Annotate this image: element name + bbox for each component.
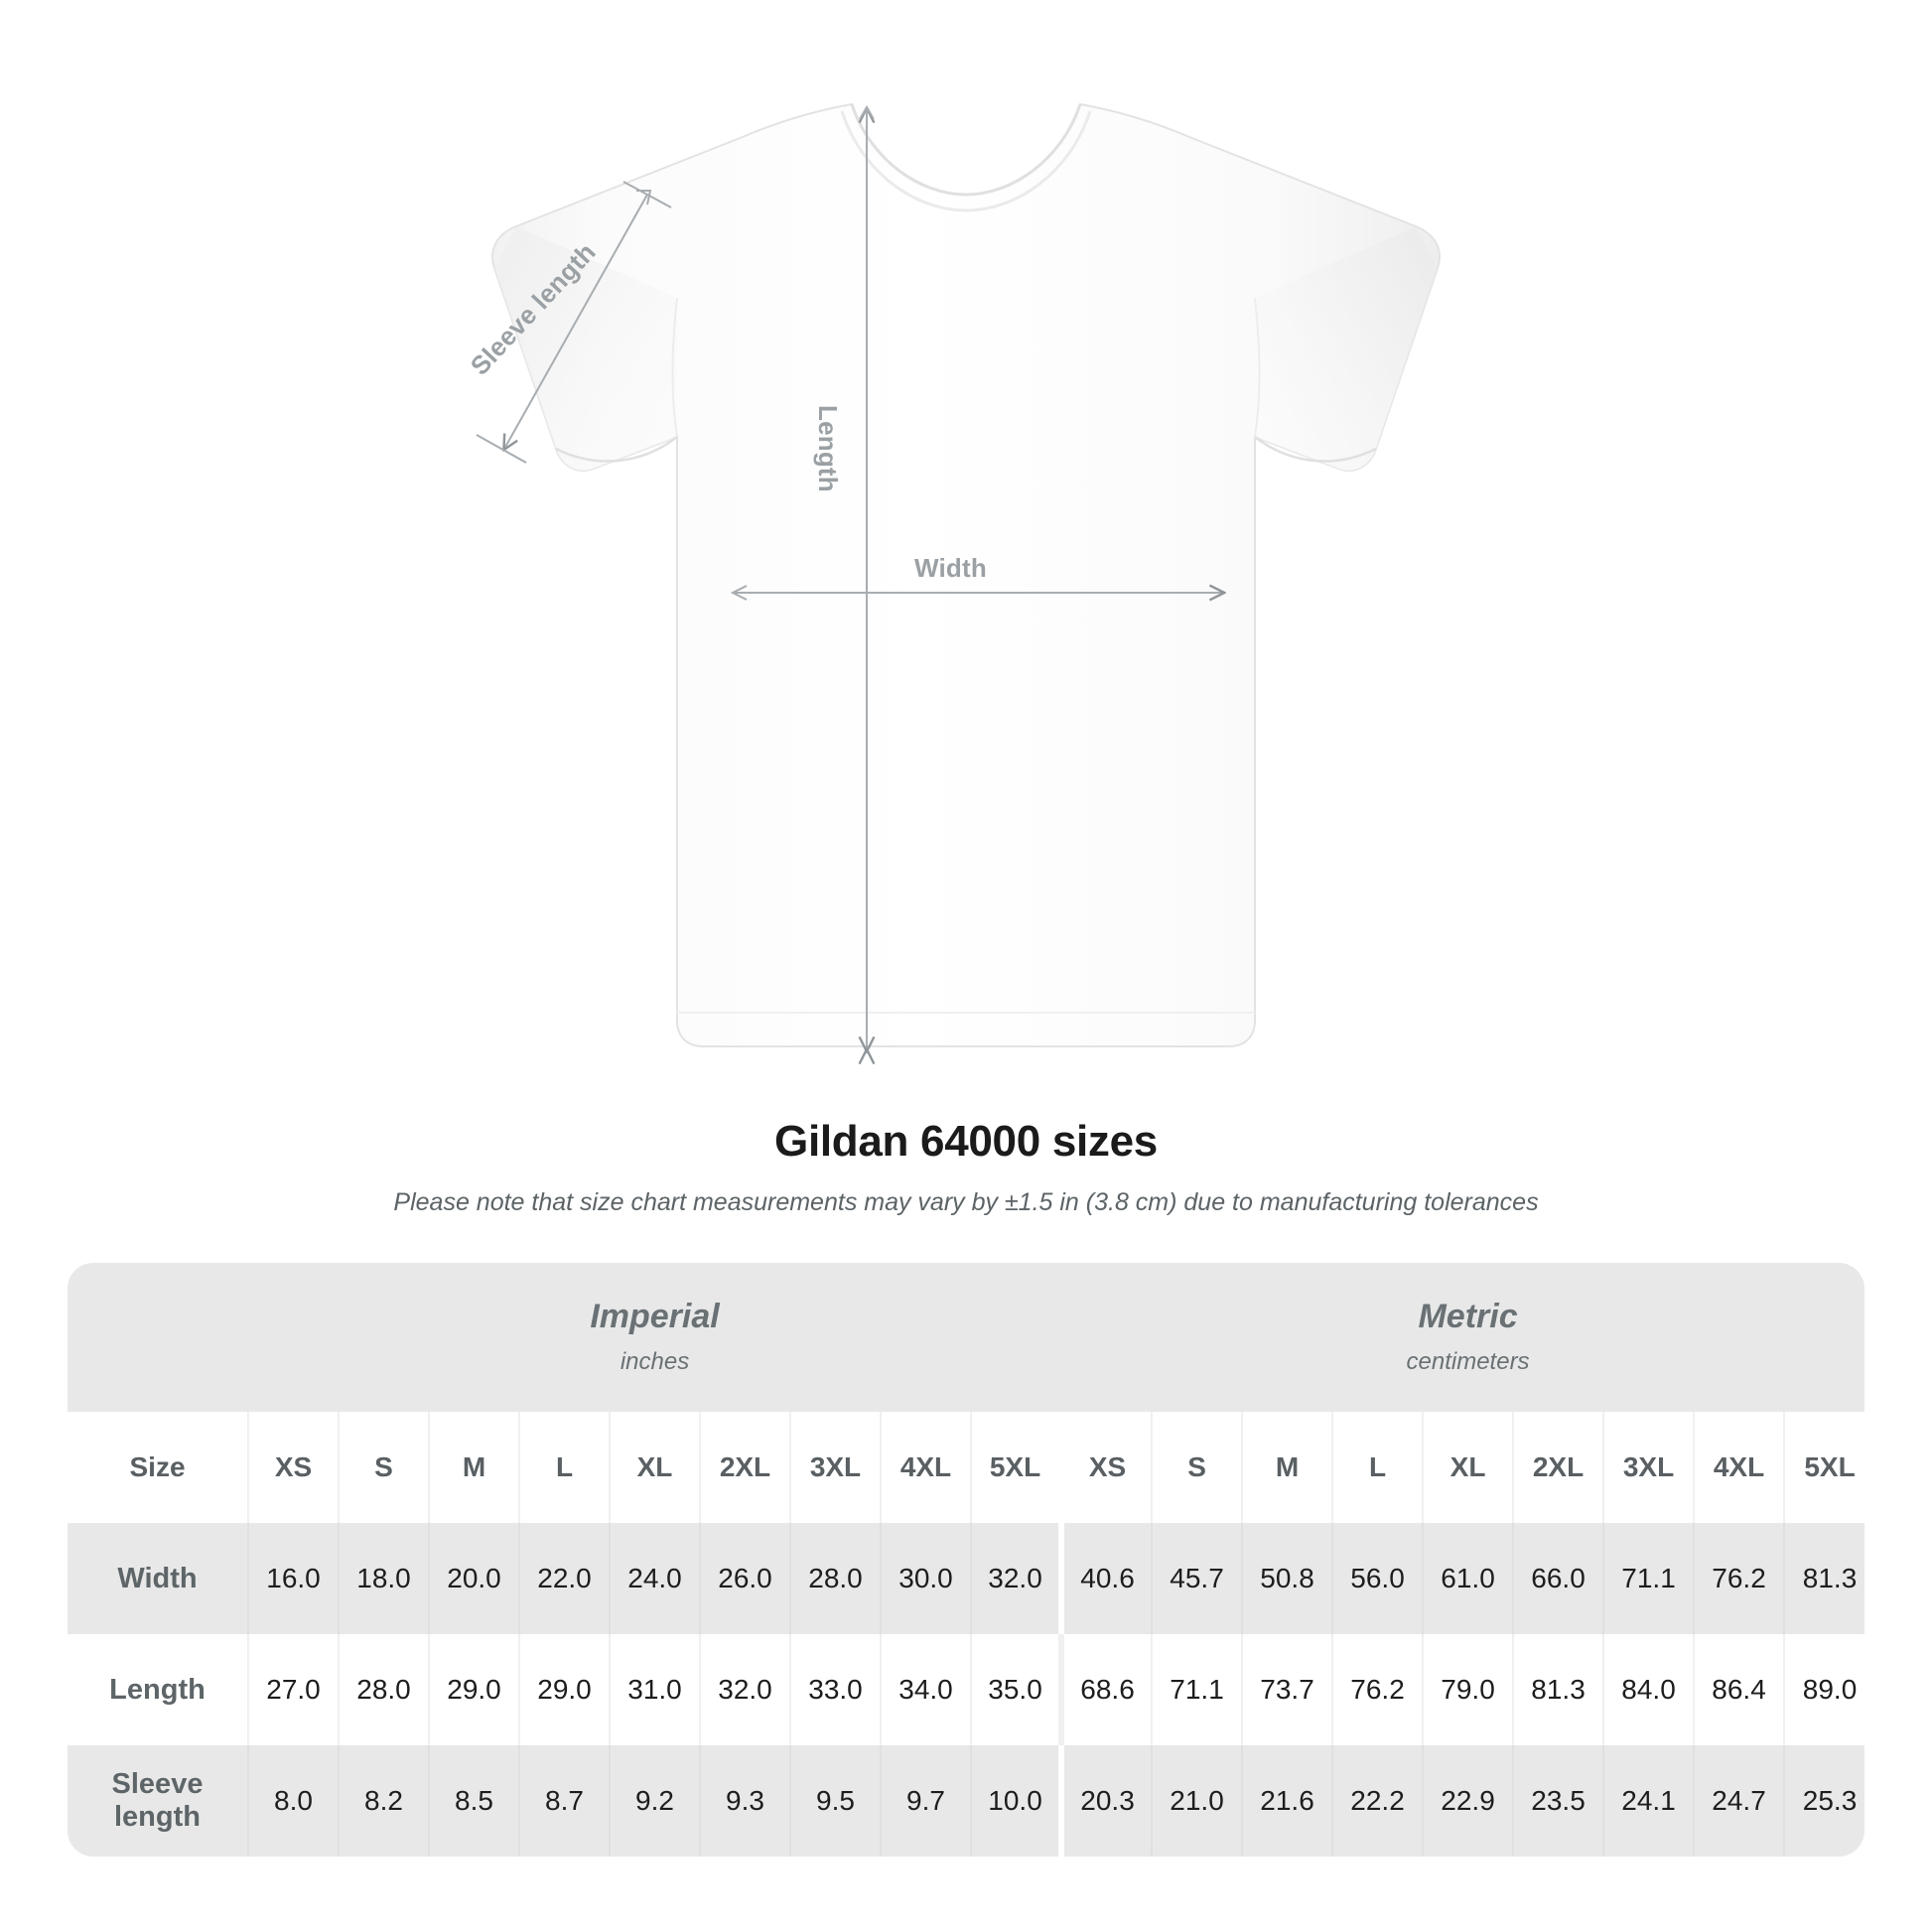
cell-sleeve-metric-m: 21.6 [1241,1745,1333,1857]
cell-sleeve-metric-xl: 22.9 [1422,1745,1514,1857]
cell-length-imperial-4xl: 34.0 [880,1634,971,1745]
cell-width-imperial-4xl: 30.0 [880,1523,971,1634]
cell-sleeve-imperial-4xl: 9.7 [880,1745,971,1857]
size-header-metric-5xl: 5XL [1783,1412,1864,1523]
table-row: Width 16.0 18.0 20.0 22.0 24.0 26.0 28.0… [68,1523,1864,1634]
cell-width-metric-m: 50.8 [1241,1523,1333,1634]
tshirt-illustration: Sleeve length Length Width [465,102,1441,1107]
row-label-width: Width [68,1523,248,1634]
table-row: Sleeve length 8.0 8.2 8.5 8.7 9.2 9.3 9.… [68,1745,1864,1857]
cell-sleeve-metric-5xl: 25.3 [1783,1745,1864,1857]
size-chart-table-wrapper: Imperial inches Metric centimeters Size … [68,1263,1864,1857]
title-block: Gildan 64000 sizes Please note that size… [0,1117,1932,1217]
size-header-imperial-m: M [428,1412,519,1523]
tolerance-note: Please note that size chart measurements… [393,1188,1539,1216]
cell-width-metric-l: 56.0 [1331,1523,1424,1634]
size-header-label: Size [68,1412,248,1523]
cell-width-metric-xl: 61.0 [1422,1523,1514,1634]
cell-sleeve-metric-4xl: 24.7 [1693,1745,1785,1857]
size-header-metric-m: M [1241,1412,1333,1523]
size-header-imperial-xl: XL [609,1412,700,1523]
cell-width-metric-xs: 40.6 [1058,1523,1153,1634]
size-header-imperial-4xl: 4XL [880,1412,971,1523]
cell-length-imperial-l: 29.0 [518,1634,610,1745]
tshirt-graphic [476,102,1441,1107]
size-header-row: Size XS S M L XL 2XL 3XL 4XL 5XL XS S M … [68,1412,1864,1523]
cell-sleeve-metric-s: 21.0 [1151,1745,1243,1857]
cell-sleeve-metric-3xl: 24.1 [1602,1745,1695,1857]
cell-sleeve-metric-xs: 20.3 [1058,1745,1153,1857]
unit-group-imperial-units: inches [620,1347,690,1375]
cell-width-metric-5xl: 81.3 [1783,1523,1864,1634]
width-dimension-label: Width [914,553,987,583]
cell-width-metric-3xl: 71.1 [1602,1523,1695,1634]
cell-length-imperial-xs: 27.0 [247,1634,339,1745]
cell-length-metric-3xl: 84.0 [1602,1634,1695,1745]
cell-width-imperial-xl: 24.0 [609,1523,700,1634]
length-dimension-label: Length [813,405,843,492]
size-header-metric-4xl: 4XL [1693,1412,1785,1523]
cell-sleeve-imperial-xl: 9.2 [609,1745,700,1857]
cell-length-imperial-2xl: 32.0 [699,1634,790,1745]
size-header-imperial-2xl: 2XL [699,1412,790,1523]
size-header-metric-xl: XL [1422,1412,1514,1523]
cell-width-imperial-s: 18.0 [338,1523,429,1634]
size-header-metric-3xl: 3XL [1602,1412,1695,1523]
cell-width-metric-s: 45.7 [1151,1523,1243,1634]
cell-length-metric-xs: 68.6 [1058,1634,1153,1745]
unit-group-metric: Metric centimeters [1061,1263,1864,1412]
cell-sleeve-imperial-2xl: 9.3 [699,1745,790,1857]
unit-row-spacer [68,1263,248,1412]
cell-width-imperial-l: 22.0 [518,1523,610,1634]
unit-group-metric-units: centimeters [1406,1347,1530,1375]
size-header-metric-l: L [1331,1412,1424,1523]
cell-length-metric-2xl: 81.3 [1512,1634,1604,1745]
cell-length-metric-xl: 79.0 [1422,1634,1514,1745]
unit-group-imperial-name: Imperial [590,1298,720,1336]
cell-length-imperial-s: 28.0 [338,1634,429,1745]
unit-group-imperial: Imperial inches [248,1263,1062,1412]
cell-width-imperial-3xl: 28.0 [789,1523,881,1634]
cell-sleeve-imperial-3xl: 9.5 [789,1745,881,1857]
cell-length-imperial-m: 29.0 [428,1634,519,1745]
cell-width-imperial-m: 20.0 [428,1523,519,1634]
row-label-length: Length [68,1634,248,1745]
cell-width-imperial-2xl: 26.0 [699,1523,790,1634]
cell-sleeve-imperial-5xl: 10.0 [969,1745,1062,1857]
unit-group-row: Imperial inches Metric centimeters [68,1263,1864,1412]
cell-length-metric-m: 73.7 [1241,1634,1333,1745]
cell-sleeve-imperial-xs: 8.0 [247,1745,339,1857]
cell-length-imperial-5xl: 35.0 [969,1634,1062,1745]
cell-width-metric-4xl: 76.2 [1693,1523,1785,1634]
cell-length-metric-l: 76.2 [1331,1634,1424,1745]
unit-group-metric-name: Metric [1418,1298,1518,1336]
size-header-imperial-xs: XS [247,1412,339,1523]
cell-sleeve-imperial-s: 8.2 [338,1745,429,1857]
cell-length-imperial-xl: 31.0 [609,1634,700,1745]
cell-sleeve-imperial-m: 8.5 [428,1745,519,1857]
cell-sleeve-imperial-l: 8.7 [518,1745,610,1857]
size-header-metric-s: S [1151,1412,1243,1523]
page-title: Gildan 64000 sizes [774,1117,1158,1166]
cell-width-metric-2xl: 66.0 [1512,1523,1604,1634]
size-header-metric-xs: XS [1058,1412,1153,1523]
cell-length-metric-5xl: 89.0 [1783,1634,1864,1745]
table-row: Length 27.0 28.0 29.0 29.0 31.0 32.0 33.… [68,1634,1864,1745]
cell-length-imperial-3xl: 33.0 [789,1634,881,1745]
size-header-imperial-l: L [518,1412,610,1523]
cell-length-metric-s: 71.1 [1151,1634,1243,1745]
row-label-sleeve-length: Sleeve length [68,1745,248,1857]
cell-sleeve-metric-2xl: 23.5 [1512,1745,1604,1857]
cell-width-imperial-5xl: 32.0 [969,1523,1062,1634]
size-header-metric-2xl: 2XL [1512,1412,1604,1523]
size-header-imperial-5xl: 5XL [969,1412,1062,1523]
cell-width-imperial-xs: 16.0 [247,1523,339,1634]
size-chart-table: Imperial inches Metric centimeters Size … [68,1263,1864,1857]
cell-sleeve-metric-l: 22.2 [1331,1745,1424,1857]
size-header-imperial-3xl: 3XL [789,1412,881,1523]
cell-length-metric-4xl: 86.4 [1693,1634,1785,1745]
size-header-imperial-s: S [338,1412,429,1523]
